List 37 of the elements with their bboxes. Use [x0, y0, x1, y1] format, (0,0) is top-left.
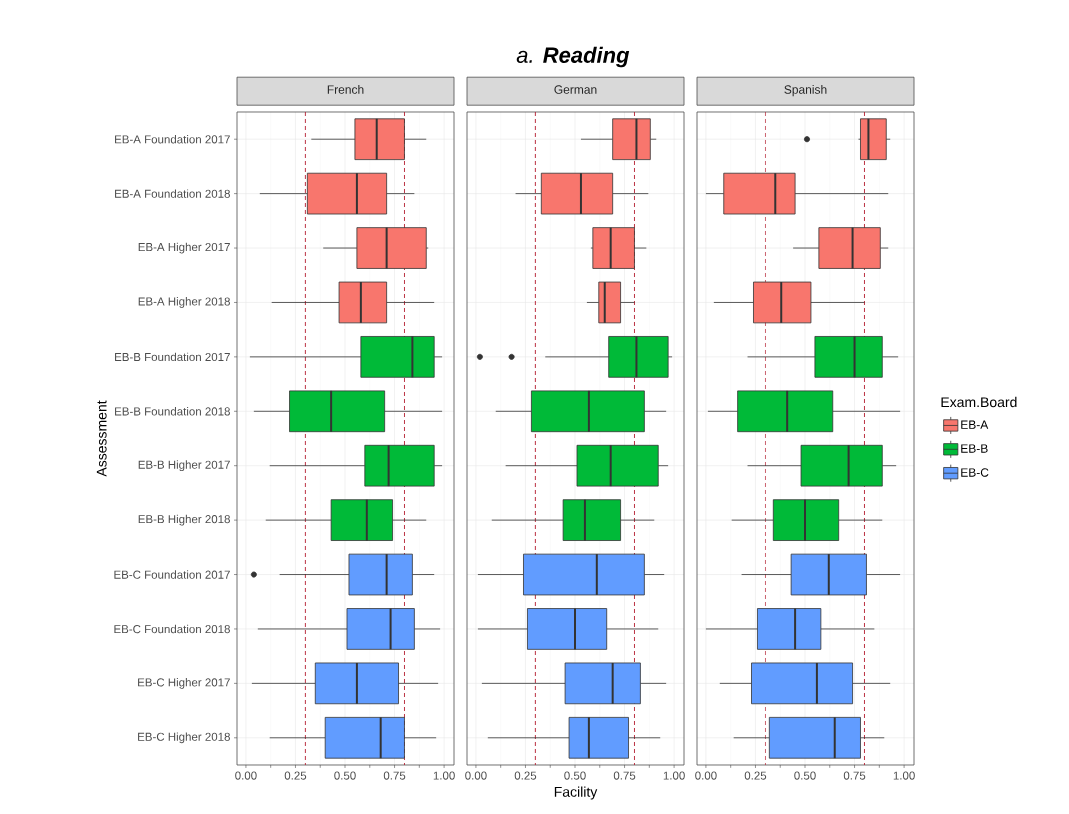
x-tick-label: 0.00: [465, 771, 487, 780]
x-tick-label: 1.00: [663, 771, 685, 780]
chart-title: Spanish: [784, 85, 827, 97]
x-tick-label: 0.00: [235, 771, 257, 780]
legend-label: EB-C: [961, 468, 989, 477]
x-tick-label: 1.00: [433, 771, 455, 780]
x-axis-title: Facility: [554, 786, 598, 800]
y-tick-label: EB-B Foundation 2018: [115, 407, 230, 416]
y-axis-title: Assessment: [96, 400, 107, 477]
y-tick-label: EB-C Higher 2017: [138, 678, 230, 689]
text: a. Reading: [516, 46, 630, 68]
legend-label: EB-A: [961, 420, 989, 429]
chart-title: German: [554, 85, 597, 94]
y-tick-label: EB-C Higher 2018: [138, 732, 230, 744]
y-tick-label: EB-B Foundation 2017: [115, 352, 230, 362]
x-tick-label: 0.25: [284, 771, 307, 780]
y-tick-label: EB-A Foundation 2017: [115, 134, 230, 144]
x-tick-label: 0.75: [613, 771, 636, 780]
x-tick-label: 0.75: [383, 771, 406, 780]
x-tick-label: 0.50: [794, 771, 816, 780]
y-tick-label: EB-A Higher 2017: [138, 242, 230, 254]
y-tick-label: EB-C Foundation 2018: [114, 624, 230, 634]
x-tick-label: 1.00: [893, 771, 915, 780]
chart-title: French: [327, 85, 364, 94]
x-tick-label: 0.25: [744, 771, 767, 780]
y-tick-label: EB-C Foundation 2017: [114, 570, 230, 579]
y-tick-label: EB-A Foundation 2018: [115, 189, 230, 198]
y-tick-label: EB-A Higher 2018: [138, 297, 230, 308]
y-tick-label: EB-B Higher 2018: [138, 514, 230, 526]
x-tick-label: 0.00: [695, 771, 717, 780]
x-tick-label: 0.25: [514, 771, 537, 780]
y-tick-label: EB-B Higher 2017: [138, 460, 230, 472]
x-tick-label: 0.50: [564, 771, 586, 780]
x-tick-label: 0.75: [843, 771, 866, 780]
legend-label: EB-B: [961, 444, 988, 453]
x-tick-label: 0.50: [334, 771, 356, 780]
legend-title: Exam.Board: [941, 396, 1017, 408]
